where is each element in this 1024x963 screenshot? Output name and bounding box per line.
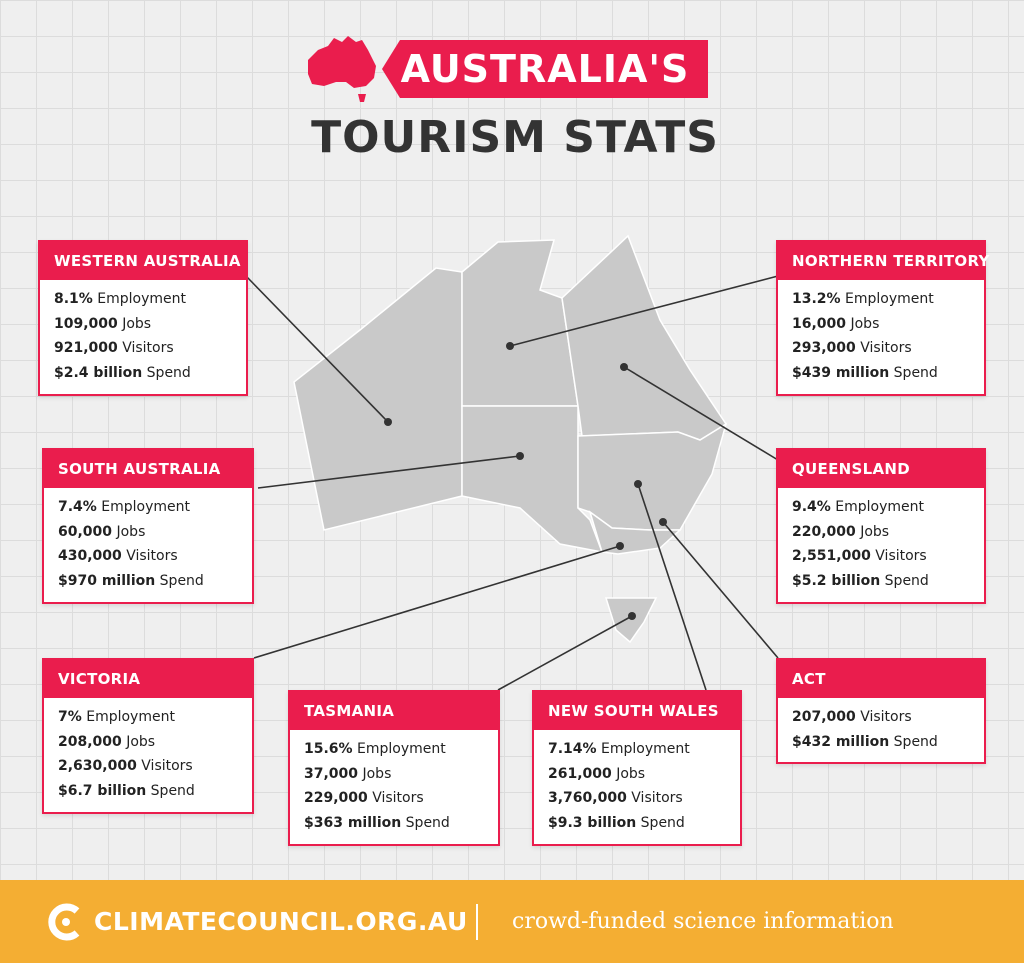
climate-council-logo-icon: [48, 903, 80, 941]
title-line-2: TOURISM STATS: [311, 112, 719, 163]
stat-jobs: 208,000 Jobs: [58, 733, 156, 750]
card-title: VICTORIA: [44, 660, 252, 698]
dot-act: [659, 518, 667, 526]
map-region-tas: [604, 597, 658, 644]
stat-visitors: 430,000 Visitors: [58, 548, 178, 564]
stat-employment: 9.4% Employment: [792, 499, 925, 515]
card-title: SOUTH AUSTRALIA: [44, 450, 252, 488]
stat-employment: 7.14% Employment: [548, 741, 690, 757]
connector-wa: [245, 275, 389, 423]
stat-visitors: 2,551,000 Visitors: [792, 548, 927, 564]
dot-wa: [384, 418, 392, 426]
stat-spend: $970 million Spend: [58, 572, 204, 589]
stat-visitors: 3,760,000 Visitors: [548, 790, 683, 806]
card-title: WESTERN AUSTRALIA: [40, 242, 246, 280]
card-act: ACT 207,000 Visitors $432 million Spend: [776, 658, 986, 764]
card-title: TASMANIA: [290, 692, 498, 730]
map-region-wa: [293, 267, 463, 531]
connector-vic: [253, 545, 621, 659]
stat-jobs: 60,000 Jobs: [58, 523, 146, 540]
dot-sa: [516, 452, 524, 460]
map-region-nsw: [577, 422, 728, 531]
connector-nsw: [637, 483, 707, 691]
footer-tagline: crowd-funded science information: [512, 909, 894, 934]
map-region-nt: [461, 239, 579, 407]
stat-spend: $439 million Spend: [792, 364, 938, 381]
dot-nsw: [634, 480, 642, 488]
stat-visitors: 207,000 Visitors: [792, 709, 912, 725]
dot-tas: [628, 612, 636, 620]
footer-divider: [476, 904, 478, 940]
stat-jobs: 109,000 Jobs: [54, 315, 152, 332]
stat-employment: 7% Employment: [58, 709, 175, 725]
stat-spend: $5.2 billion Spend: [792, 572, 929, 589]
card-south-australia: SOUTH AUSTRALIA 7.4% Employment 60,000 J…: [42, 448, 254, 604]
map-region-qld: [561, 234, 728, 441]
card-title: NORTHERN TERRITORY: [778, 242, 989, 280]
dot-qld: [620, 363, 628, 371]
card-title: QUEENSLAND: [778, 450, 984, 488]
card-new-south-wales: NEW SOUTH WALES 7.14% Employment 261,000…: [532, 690, 742, 846]
card-northern-territory: NORTHERN TERRITORY 13.2% Employment 16,0…: [776, 240, 989, 396]
footer-brand-link[interactable]: CLIMATECOUNCIL.ORG.AU: [94, 907, 468, 936]
connector-nt: [509, 275, 779, 347]
title-line-1: AUSTRALIA'S: [382, 40, 708, 98]
card-victoria: VICTORIA 7% Employment 208,000 Jobs 2,63…: [42, 658, 254, 814]
stat-employment: 13.2% Employment: [792, 291, 934, 307]
dot-vic: [616, 542, 624, 550]
card-title: ACT: [778, 660, 984, 698]
dot-nt: [506, 342, 514, 350]
stat-visitors: 921,000 Visitors: [54, 340, 174, 356]
connector-qld: [623, 366, 779, 461]
stat-spend: $432 million Spend: [792, 733, 938, 750]
stat-spend: $9.3 billion Spend: [548, 814, 685, 831]
connector-act: [662, 521, 779, 659]
stat-employment: 15.6% Employment: [304, 741, 446, 757]
australia-logo-icon: [308, 36, 376, 102]
stat-jobs: 261,000 Jobs: [548, 765, 646, 782]
stat-jobs: 220,000 Jobs: [792, 523, 890, 540]
connector-tas: [497, 615, 633, 691]
title-block: AUSTRALIA'S TOURISM STATS: [0, 0, 1024, 180]
card-tasmania: TASMANIA 15.6% Employment 37,000 Jobs 22…: [288, 690, 500, 846]
stat-employment: 8.1% Employment: [54, 291, 187, 307]
stat-jobs: 37,000 Jobs: [304, 765, 392, 782]
stat-employment: 7.4% Employment: [58, 499, 191, 515]
stat-spend: $363 million Spend: [304, 814, 450, 831]
footer-bar: CLIMATECOUNCIL.ORG.AU crowd-funded scien…: [0, 880, 1024, 963]
stat-spend: $2.4 billion Spend: [54, 364, 191, 381]
card-title: NEW SOUTH WALES: [534, 692, 740, 730]
stat-visitors: 2,630,000 Visitors: [58, 758, 193, 774]
stat-visitors: 293,000 Visitors: [792, 340, 912, 356]
connector-sa: [257, 455, 521, 489]
stat-visitors: 229,000 Visitors: [304, 790, 424, 806]
australia-map: [245, 234, 779, 691]
card-western-australia: WESTERN AUSTRALIA 8.1% Employment 109,00…: [38, 240, 248, 396]
stat-jobs: 16,000 Jobs: [792, 315, 880, 332]
stat-spend: $6.7 billion Spend: [58, 782, 195, 799]
card-queensland: QUEENSLAND 9.4% Employment 220,000 Jobs …: [776, 448, 986, 604]
